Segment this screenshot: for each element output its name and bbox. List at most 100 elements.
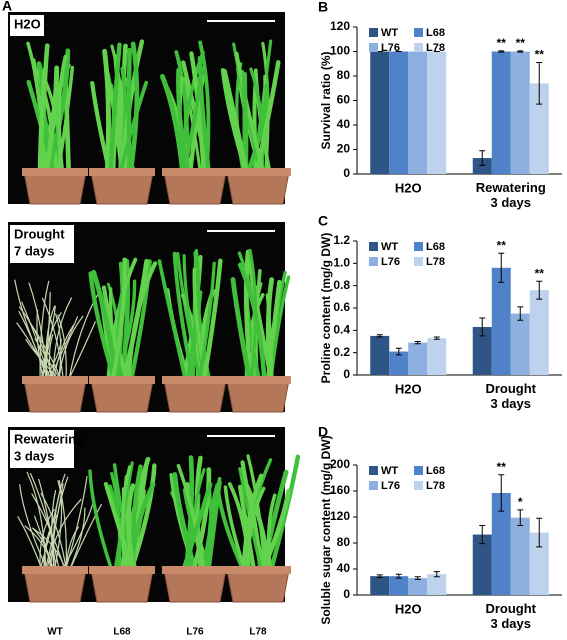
pot <box>163 569 227 603</box>
leaf <box>182 254 202 382</box>
pot <box>226 379 290 413</box>
error-bar <box>536 62 543 105</box>
y-tick-label: 160 <box>330 483 350 497</box>
leaf <box>69 503 102 571</box>
leaf <box>64 476 88 571</box>
leaf <box>223 485 247 572</box>
y-tick-label: 0.4 <box>333 323 350 337</box>
bar <box>472 534 492 595</box>
legend-swatch <box>414 43 423 52</box>
bar <box>529 83 549 174</box>
legend-swatch <box>369 242 378 251</box>
leaf <box>126 483 137 573</box>
error-bar <box>395 347 402 356</box>
significance-mark: ** <box>497 460 507 474</box>
leaf <box>21 301 51 381</box>
significance-mark: * <box>518 495 523 509</box>
photo-label: Drought <box>14 226 65 241</box>
leaf <box>67 321 96 381</box>
leaf <box>266 493 277 572</box>
leaf <box>181 482 213 573</box>
leaf <box>128 41 140 175</box>
leaf <box>246 486 266 572</box>
bar <box>529 290 549 375</box>
y-tick-label: 0 <box>343 367 350 381</box>
legend-label: L68 <box>426 27 445 39</box>
genotype-label: L76 <box>186 627 204 638</box>
error-bar <box>536 280 543 300</box>
bar <box>491 492 511 595</box>
error-bar <box>376 574 383 578</box>
leaf <box>90 80 112 175</box>
error-bar <box>498 50 505 53</box>
leaf <box>201 258 223 383</box>
leaf <box>129 463 157 573</box>
leaf <box>49 476 69 571</box>
leaf <box>19 484 49 571</box>
leaf <box>18 310 49 381</box>
error-bar <box>498 474 505 512</box>
leaf <box>38 478 57 571</box>
legend-swatch <box>414 257 423 266</box>
pot-rim <box>162 566 228 574</box>
x-tick-label: H2O <box>395 381 422 396</box>
legend-swatch <box>414 466 423 475</box>
leaf <box>34 338 62 381</box>
error-bar <box>414 341 421 345</box>
y-tick-label: 60 <box>337 93 351 107</box>
error-bar <box>517 306 524 321</box>
leaf <box>88 271 117 383</box>
pot-rim <box>89 376 155 384</box>
leaf <box>249 67 265 174</box>
bar <box>510 517 530 595</box>
panel-label: C <box>318 213 328 229</box>
leaf <box>246 454 267 572</box>
photo-label: H2O <box>14 16 41 31</box>
bar <box>370 576 390 595</box>
leaf <box>265 293 274 382</box>
leaf <box>194 455 204 573</box>
x-tick-label: H2O <box>395 601 422 616</box>
legend-label: L78 <box>426 480 445 492</box>
leaf <box>41 297 65 381</box>
leaf <box>48 333 54 381</box>
y-tick-label: 80 <box>337 68 351 82</box>
photo-label-box <box>10 430 74 468</box>
bar <box>427 338 447 375</box>
legend-label: L68 <box>426 465 445 477</box>
pot <box>90 379 154 413</box>
y-axis-label: Soluble sugar content (mg/g DW) <box>319 435 333 624</box>
leaf <box>230 277 253 383</box>
leaf <box>37 67 48 175</box>
bar <box>427 51 447 174</box>
leaf <box>192 267 208 382</box>
photo-label: Rewatering <box>14 431 84 446</box>
leaf <box>181 66 204 175</box>
y-axis-label: Survival ratio (%) <box>319 51 333 149</box>
leaf <box>159 74 186 175</box>
pot-rim <box>225 168 291 176</box>
leaf <box>52 473 66 571</box>
y-tick-label: 0.2 <box>333 345 350 359</box>
significance-mark: ** <box>497 238 507 252</box>
legend-label: WT <box>381 241 398 253</box>
leaf <box>254 60 281 175</box>
pot <box>90 569 154 603</box>
leaf <box>40 305 56 381</box>
pot <box>23 171 87 205</box>
leaf <box>39 280 50 381</box>
error-bar <box>414 576 421 580</box>
pot-rim <box>89 168 155 176</box>
significance-mark: ** <box>535 48 545 62</box>
bar <box>529 532 549 595</box>
pot-rim <box>22 566 88 574</box>
leaf <box>191 467 212 573</box>
bar <box>491 267 511 375</box>
pot <box>163 379 227 413</box>
y-axis-label: Proline content (mg/g DW) <box>319 233 333 384</box>
y-tick-label: 120 <box>330 509 350 523</box>
bar <box>408 578 428 595</box>
legend-label: L76 <box>381 480 400 492</box>
y-tick-label: 40 <box>337 561 351 575</box>
